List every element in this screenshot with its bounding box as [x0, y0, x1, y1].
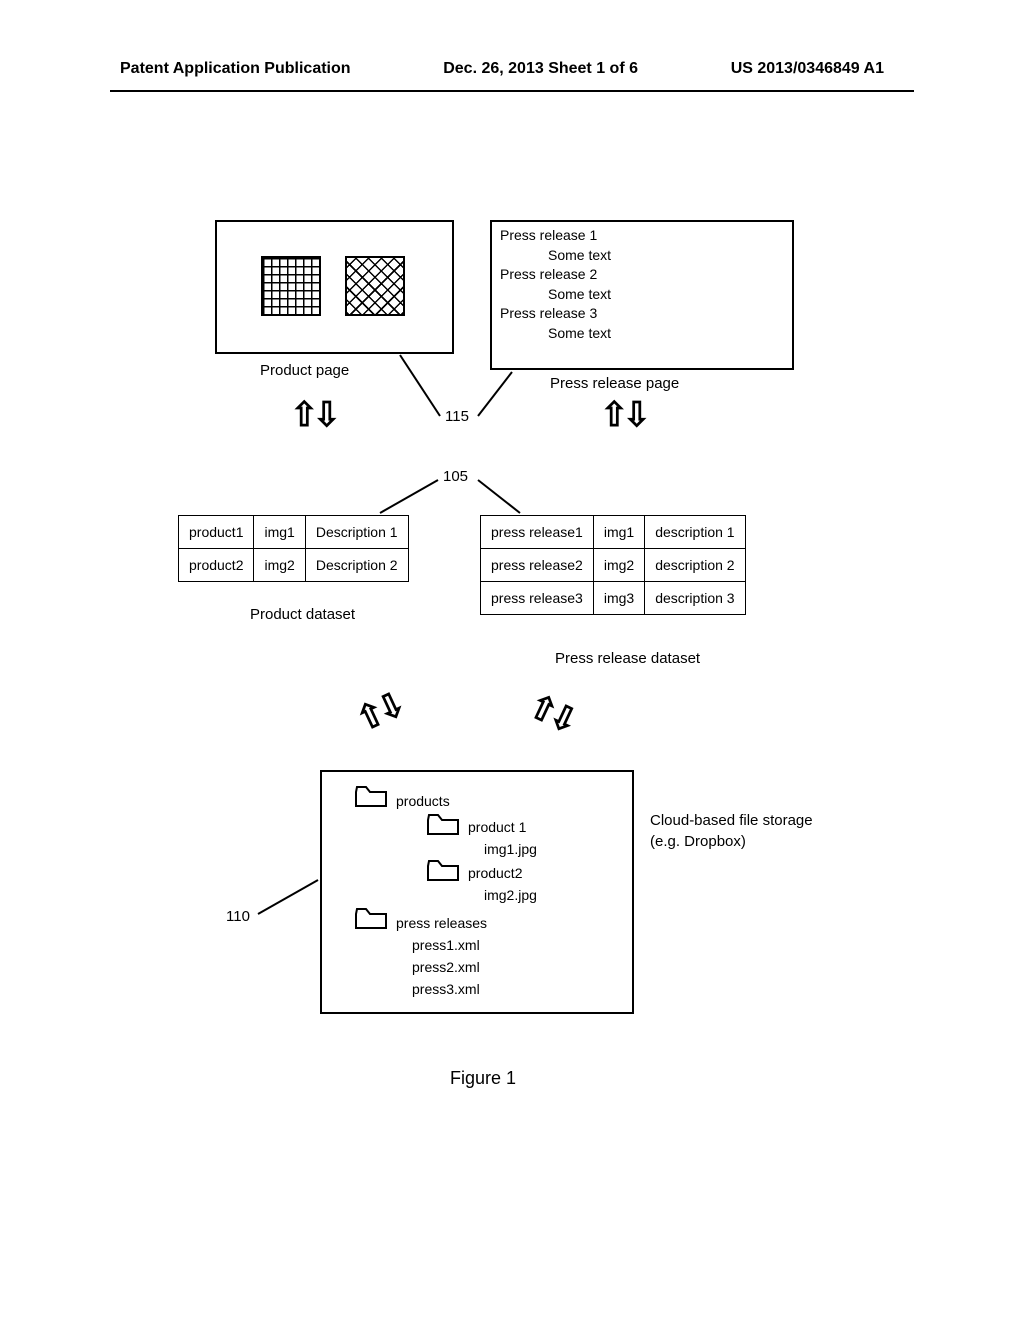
press-item-1-title: Press release 1: [500, 226, 611, 246]
cell: Description 1: [305, 516, 408, 549]
ref-110: 110: [226, 908, 250, 925]
press-release-page-label: Press release page: [550, 375, 679, 392]
cell: press release2: [481, 549, 594, 582]
left-diag-arrows-icon: ⇧⇩: [351, 688, 406, 738]
cell: description 3: [645, 582, 745, 615]
press-item-3-body: Some text: [500, 324, 611, 344]
file-img2: img2.jpg: [484, 884, 537, 906]
press-dataset-table: press release1 img1 description 1 press …: [480, 515, 746, 615]
press-dataset-label: Press release dataset: [555, 650, 700, 667]
page-header: Patent Application Publication Dec. 26, …: [0, 0, 1024, 90]
press-item-2-body: Some text: [500, 285, 611, 305]
folder-products-label: products: [396, 790, 450, 812]
file-img1: img1.jpg: [484, 838, 537, 860]
product-dataset-table: product1 img1 Description 1 product2 img…: [178, 515, 409, 582]
cell: img1: [593, 516, 644, 549]
press-release-list: Press release 1 Some text Press release …: [500, 226, 611, 344]
cell: img2: [593, 549, 644, 582]
folder-press-icon: [354, 906, 388, 930]
product-page-sync-arrows-icon: ⇧⇩: [290, 398, 335, 432]
figure-canvas: Product page Press release 1 Some text P…: [0, 100, 1024, 1220]
product-thumb-hatch-icon: [345, 256, 405, 316]
cell: description 1: [645, 516, 745, 549]
folder-product1-icon: [426, 812, 460, 836]
folder-product2-label: product2: [468, 862, 522, 884]
cell: img2: [254, 549, 305, 582]
cell: description 2: [645, 549, 745, 582]
header-center: Dec. 26, 2013 Sheet 1 of 6: [443, 60, 638, 78]
press-page-sync-arrows-icon: ⇧⇩: [600, 398, 645, 432]
press-item-3-title: Press release 3: [500, 304, 611, 324]
product-thumb-grid-icon: [261, 256, 321, 316]
table-row: product2 img2 Description 2: [179, 549, 409, 582]
press-release-page-box: Press release 1 Some text Press release …: [490, 220, 794, 370]
cell: img1: [254, 516, 305, 549]
header-rule: [110, 90, 914, 92]
product-page-box: [215, 220, 454, 354]
header-left: Patent Application Publication: [120, 60, 351, 78]
file-press1: press1.xml: [412, 934, 480, 956]
table-row: press release1 img1 description 1: [481, 516, 746, 549]
cell: Description 2: [305, 549, 408, 582]
cell: press release1: [481, 516, 594, 549]
folder-press-label: press releases: [396, 912, 487, 934]
right-diag-arrows-icon: ⇧⇩: [523, 688, 578, 738]
folder-products-icon: [354, 784, 388, 808]
cell: img3: [593, 582, 644, 615]
file-press3: press3.xml: [412, 978, 480, 1000]
folder-product2-icon: [426, 858, 460, 882]
table-row: press release3 img3 description 3: [481, 582, 746, 615]
press-item-1-body: Some text: [500, 246, 611, 266]
folder-product1-label: product 1: [468, 816, 526, 838]
cell: product2: [179, 549, 254, 582]
cell: product1: [179, 516, 254, 549]
press-item-2-title: Press release 2: [500, 265, 611, 285]
storage-side-label: Cloud-based file storage (e.g. Dropbox): [650, 810, 830, 852]
table-row: product1 img1 Description 1: [179, 516, 409, 549]
table-row: press release2 img2 description 2: [481, 549, 746, 582]
product-dataset-label: Product dataset: [250, 606, 355, 623]
header-right: US 2013/0346849 A1: [731, 60, 884, 78]
ref-105: 105: [443, 468, 468, 485]
file-press2: press2.xml: [412, 956, 480, 978]
cell: press release3: [481, 582, 594, 615]
figure-caption: Figure 1: [450, 1068, 516, 1089]
product-page-label: Product page: [260, 362, 349, 379]
ref-115: 115: [445, 408, 469, 425]
